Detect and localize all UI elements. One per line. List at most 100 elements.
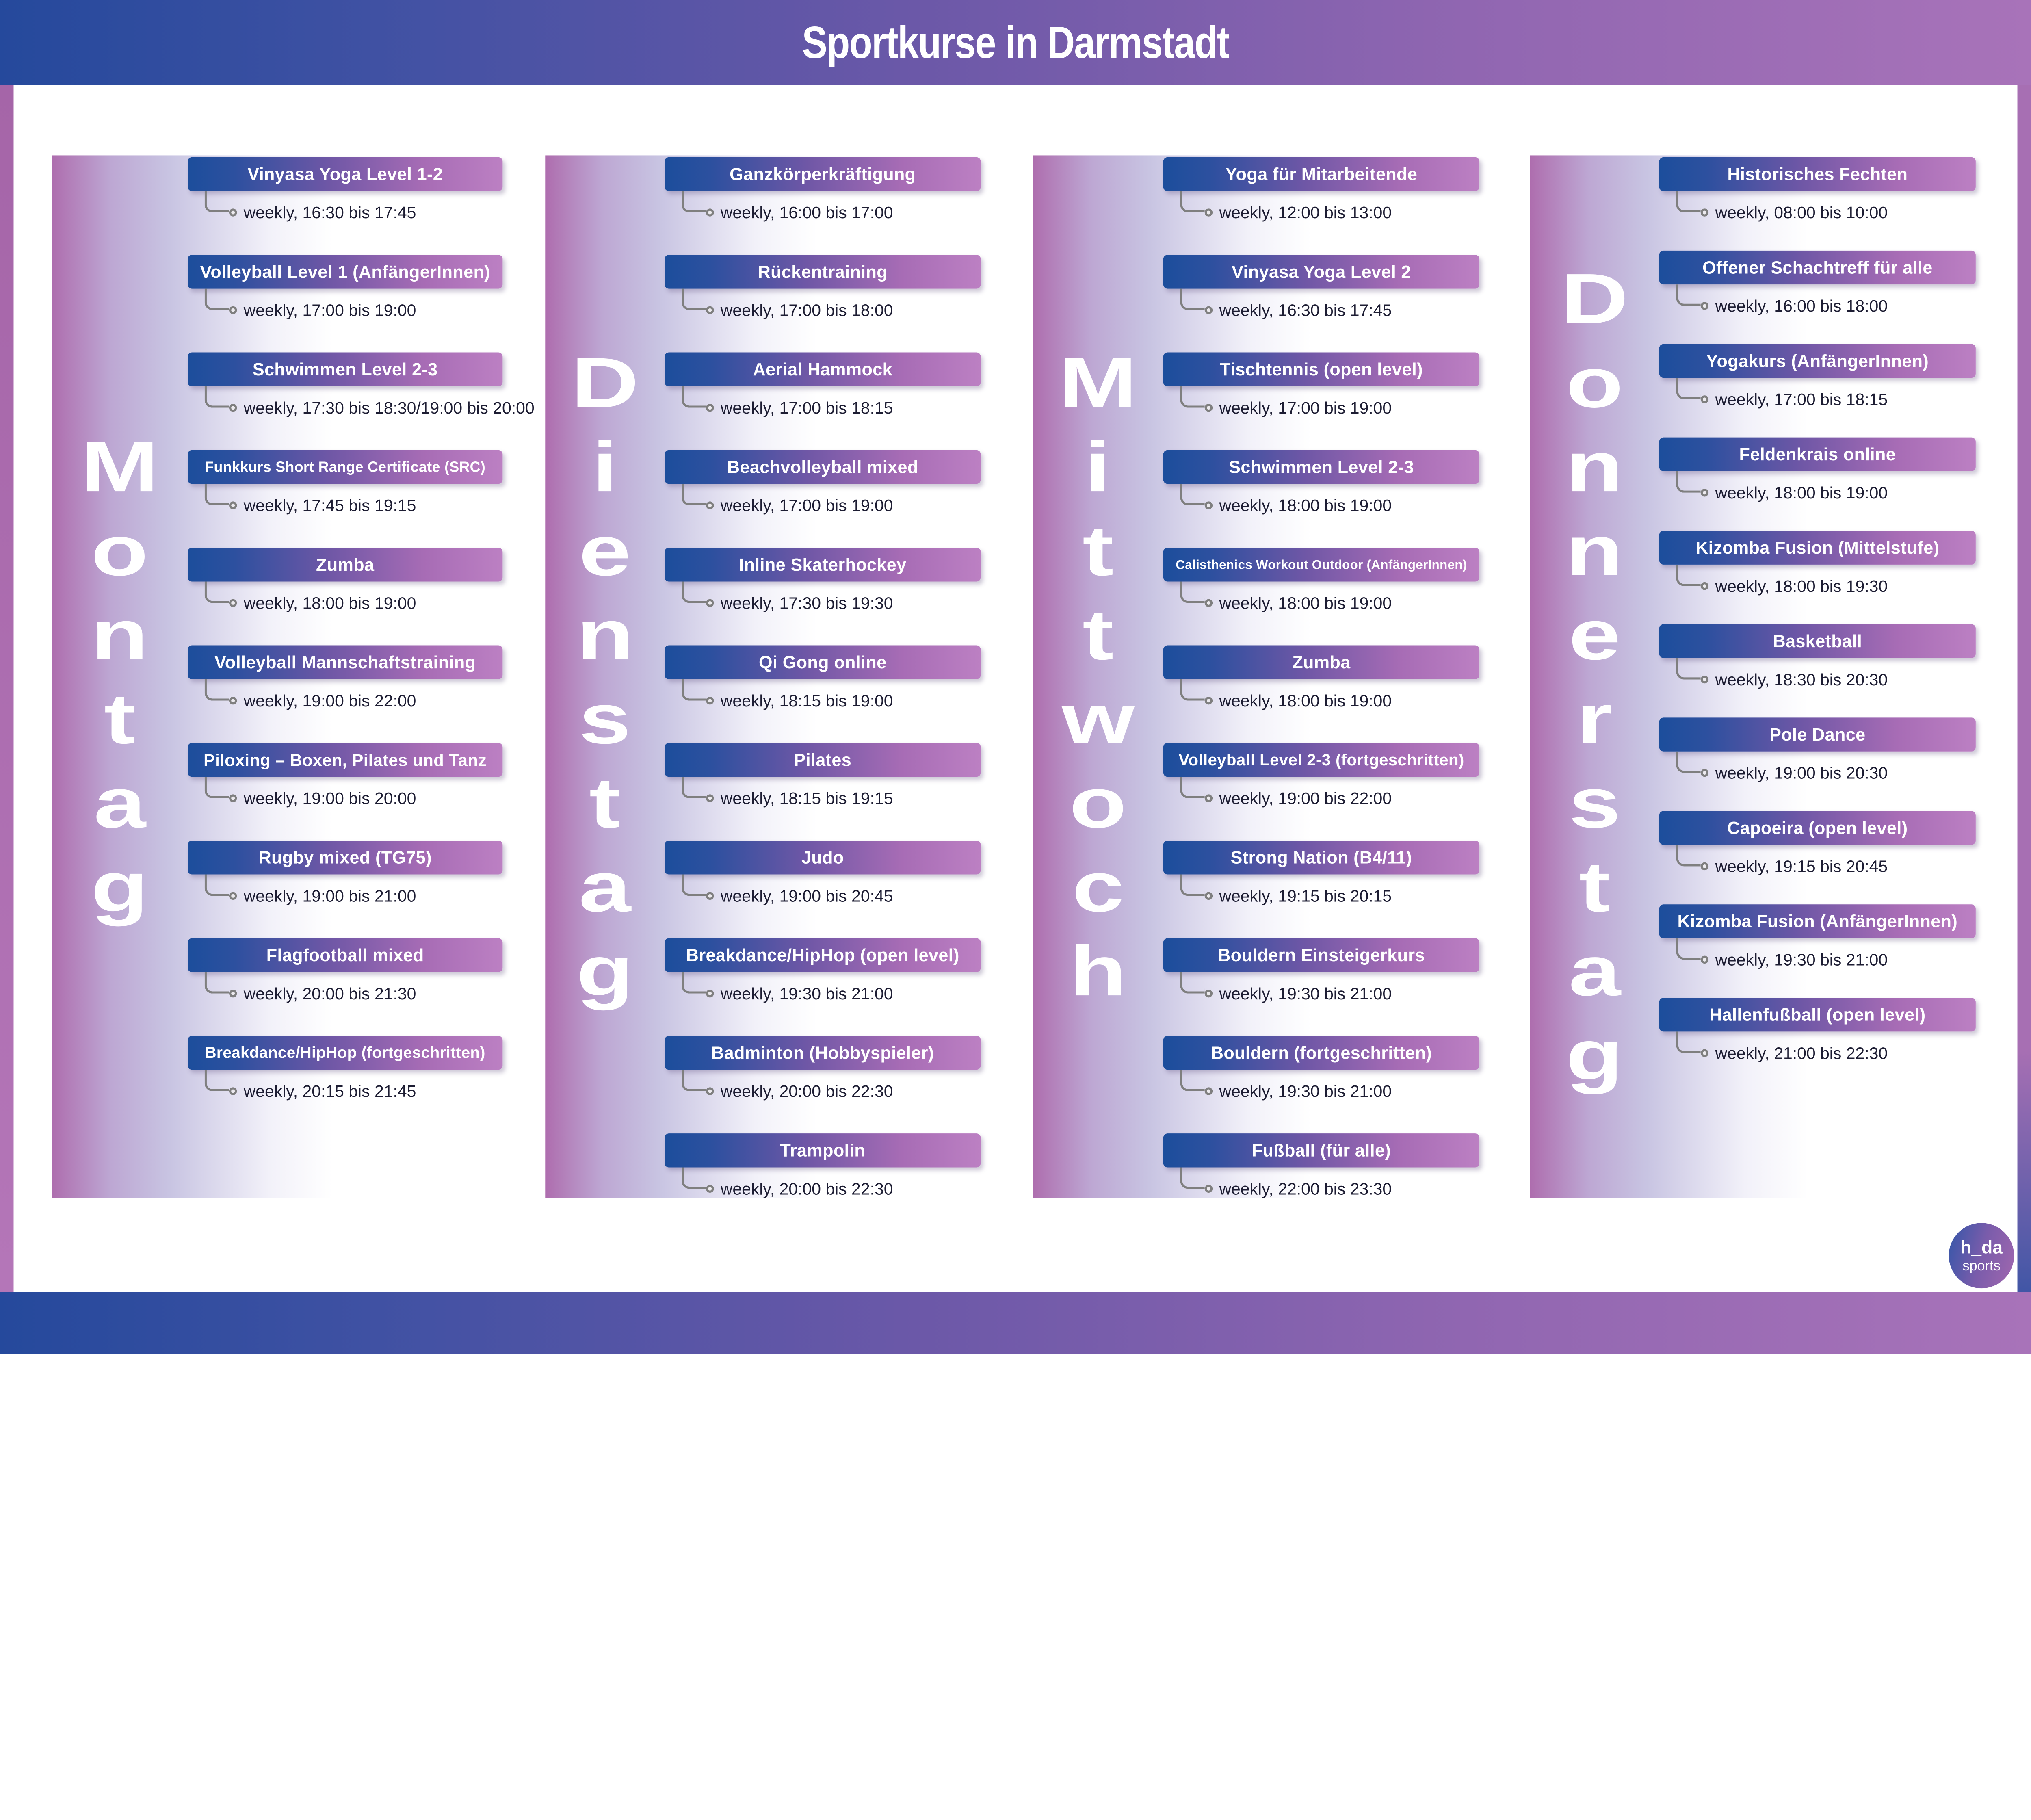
connector-dot: [706, 208, 714, 217]
course-item: Strong Nation (B4/11) weekly, 19:15 bis 2…: [1163, 841, 1482, 938]
course-title: Volleyball Level 1 (AnfängerInnen): [200, 262, 490, 282]
course-title: Zumba: [1292, 652, 1351, 672]
course-time: weekly, 20:00 bis 22:30: [720, 1179, 893, 1198]
connector-line: [1676, 191, 1701, 213]
connector-line: [204, 386, 229, 408]
day-letter: t: [589, 763, 621, 843]
day-letter: D: [1561, 258, 1628, 338]
connector-line: [681, 972, 706, 994]
course-node: Capoeira (open level): [1659, 811, 1976, 845]
connector-dot: [1700, 489, 1709, 497]
connector-line: [1676, 284, 1701, 306]
connector-dot: [1700, 769, 1709, 777]
connector-dot: [1700, 208, 1709, 217]
course-title: Pilates: [794, 750, 852, 770]
connector-dot: [229, 404, 237, 412]
course-time: weekly, 19:00 bis 20:30: [1715, 763, 1888, 782]
connector-dot: [1204, 208, 1213, 217]
page-title: Sportkurse in Darmstadt: [802, 17, 1230, 68]
course-time: weekly, 16:00 bis 17:00: [720, 203, 893, 222]
day-letter: e: [1568, 595, 1621, 674]
connector-line: [204, 777, 229, 799]
connector-dot: [1700, 862, 1709, 871]
connector-line: [1180, 191, 1205, 213]
day-letter: n: [576, 595, 634, 674]
connector-dot: [229, 599, 237, 607]
connector-dot: [1700, 395, 1709, 403]
connector-line: [1180, 581, 1205, 603]
day-letter: o: [1069, 763, 1127, 843]
connector-dot: [229, 990, 237, 998]
course-title: Trampolin: [780, 1140, 866, 1161]
course-time: weekly, 12:00 bis 13:00: [1219, 203, 1392, 222]
course-title: Breakdance/HipHop (fortgeschritten): [205, 1044, 485, 1062]
course-item: Capoeira (open level) weekly, 19:15 bis 2…: [1659, 811, 1978, 904]
connector-line: [204, 484, 229, 506]
course-item: Piloxing – Boxen, Pilates und Tanz weekly…: [188, 743, 505, 841]
course-node: Volleyball Level 1 (AnfängerInnen): [188, 255, 503, 289]
course-time: weekly, 19:30 bis 21:00: [1219, 1081, 1392, 1101]
day-letter: c: [1072, 847, 1124, 927]
course-node: Funkkurs Short Range Certificate (SRC): [188, 450, 503, 484]
course-node: Flagfootball mixed: [188, 938, 503, 972]
course-node: Inline Skaterhockey: [665, 548, 981, 582]
course-node: Hallenfußball (open level): [1659, 998, 1976, 1032]
day-letter: i: [592, 427, 618, 507]
course-time: weekly, 19:00 bis 22:00: [243, 691, 416, 710]
course-title: Qi Gong online: [759, 652, 887, 672]
connector-line: [204, 679, 229, 701]
course-time: weekly, 17:30 bis 18:30/19:00 bis 20:00: [243, 398, 535, 417]
course-title: Tischtennis (open level): [1220, 360, 1423, 379]
connector-line: [1180, 484, 1205, 506]
course-time: weekly, 19:30 bis 21:00: [1715, 950, 1888, 969]
day-letter: s: [579, 679, 631, 758]
connector-dot: [229, 306, 237, 314]
course-item: Rückentraining weekly, 17:00 bis 18:00: [665, 255, 983, 352]
course-item: Aerial Hammock weekly, 17:00 bis 18:15: [665, 352, 983, 450]
course-time: weekly, 19:15 bis 20:15: [1219, 886, 1392, 906]
course-item: Bouldern Einsteigerkurs weekly, 19:30 bis…: [1163, 938, 1482, 1036]
connector-line: [681, 191, 706, 213]
course-item: Calisthenics Workout Outdoor (AnfängerIn…: [1163, 548, 1482, 645]
course-time: weekly, 22:00 bis 23:30: [1219, 1179, 1392, 1198]
course-time: weekly, 18:30 bis 20:30: [1715, 670, 1888, 689]
course-title: Piloxing – Boxen, Pilates und Tanz: [204, 750, 487, 769]
course-time: weekly, 08:00 bis 10:00: [1715, 203, 1888, 222]
day-letter: t: [1082, 595, 1114, 674]
connector-dot: [706, 599, 714, 607]
course-item: Feldenkrais online weekly, 18:00 bis 19:0…: [1659, 437, 1978, 531]
course-title: Judo: [801, 847, 844, 868]
course-time: weekly, 20:00 bis 22:30: [720, 1081, 893, 1101]
course-item: Zumba weekly, 18:00 bis 19:00: [188, 548, 505, 645]
course-time: weekly, 18:15 bis 19:00: [720, 691, 893, 710]
connector-dot: [1204, 501, 1213, 509]
course-time: weekly, 19:00 bis 22:00: [1219, 789, 1392, 808]
connector-line: [204, 288, 229, 310]
course-title: Volleyball Level 2-3 (fortgeschritten): [1178, 751, 1464, 769]
day-letter: r: [1576, 679, 1613, 758]
course-node: Kizomba Fusion (Mittelstufe): [1659, 531, 1976, 565]
connector-dot: [1700, 1049, 1709, 1057]
course-item: Ganzkörperkräftigung weekly, 16:00 bis 17…: [665, 157, 983, 255]
day-letter: t: [104, 679, 136, 758]
connector-dot: [229, 892, 237, 900]
course-time: weekly, 17:00 bis 19:00: [720, 496, 893, 515]
course-node: Badminton (Hobbyspieler): [665, 1036, 981, 1070]
day-letter: s: [1568, 763, 1621, 843]
course-title: Ganzkörperkräftigung: [730, 164, 916, 184]
course-time: weekly, 21:00 bis 22:30: [1715, 1044, 1888, 1063]
connector-dot: [1204, 892, 1213, 900]
connector-dot: [1700, 582, 1709, 590]
connector-line: [204, 972, 229, 994]
course-node: Offener Schachtreff für alle: [1659, 250, 1976, 285]
course-title: Kizomba Fusion (Mittelstufe): [1695, 538, 1940, 558]
day-letter: o: [1566, 342, 1624, 422]
course-node: Zumba: [188, 548, 503, 582]
course-title: Rückentraining: [758, 262, 888, 282]
connector-line: [1180, 1070, 1205, 1092]
